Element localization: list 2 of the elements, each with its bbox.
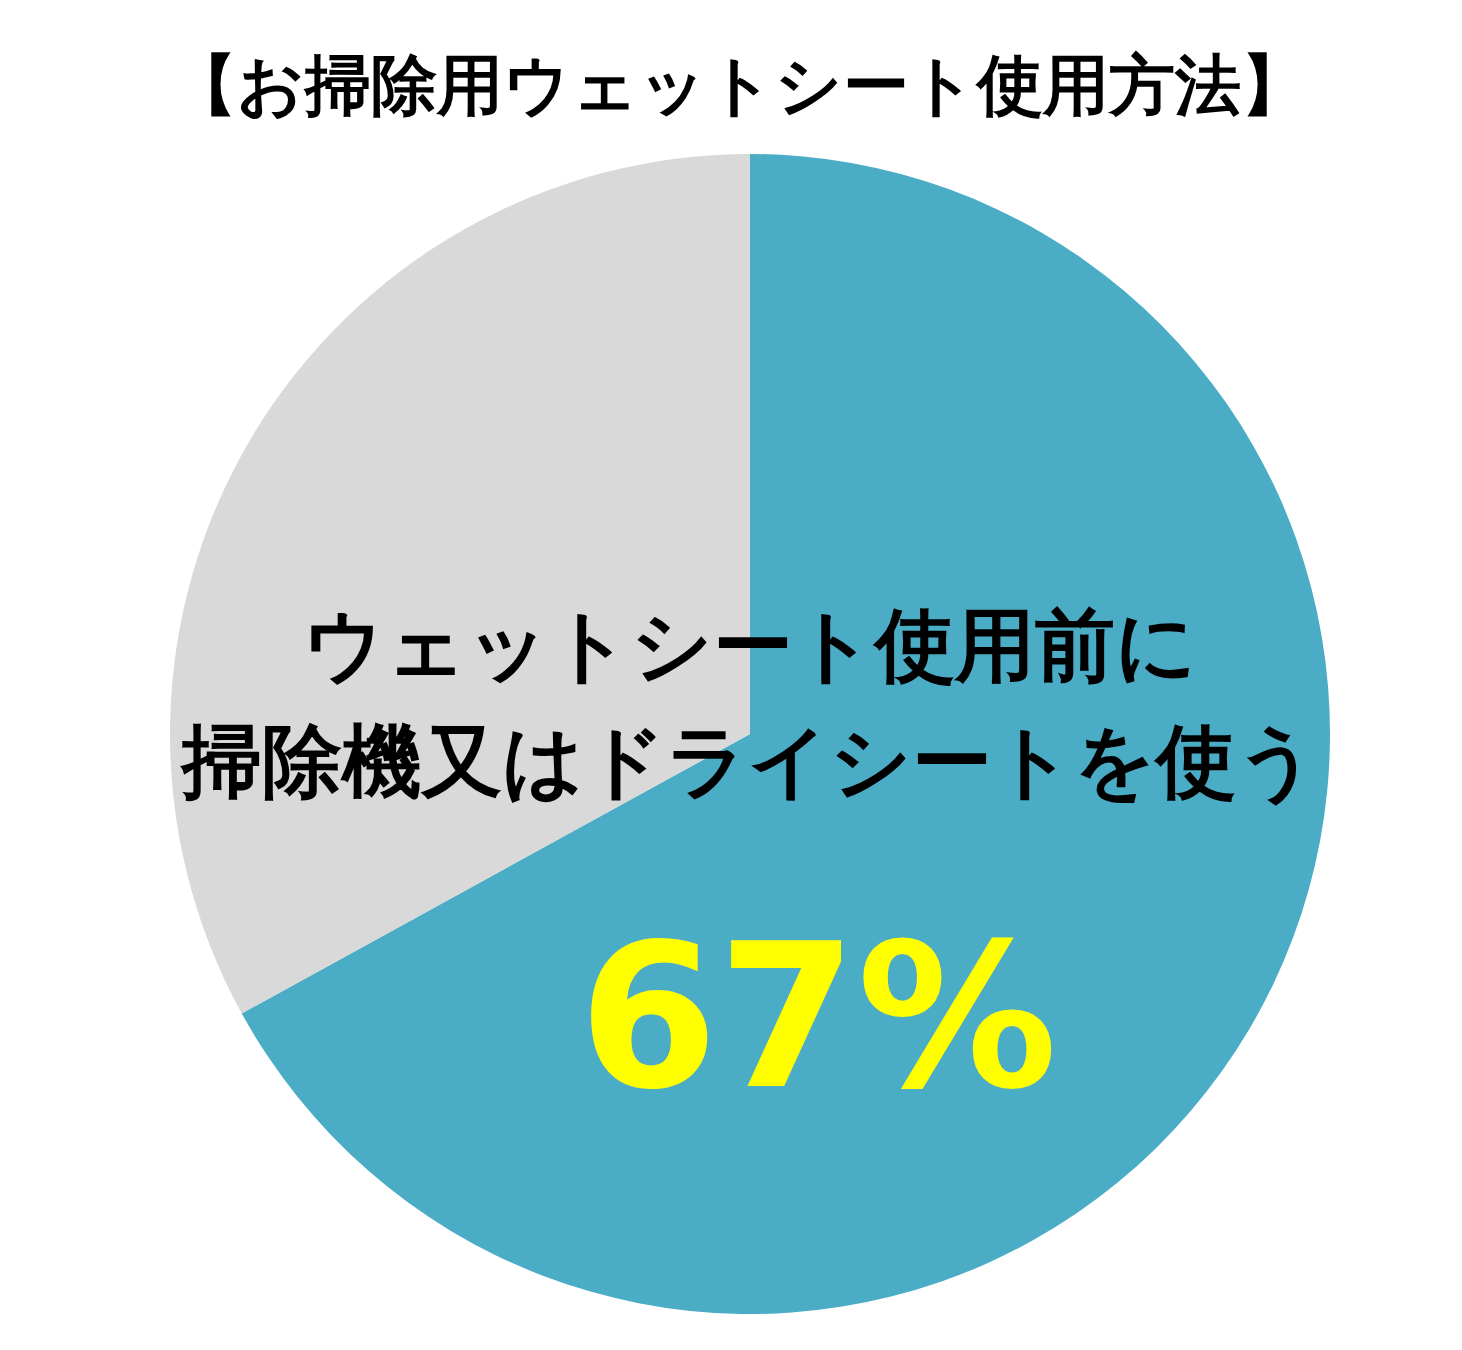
data-label: 67% xyxy=(578,900,1058,1133)
chart-title: 【お掃除用ウェットシート使用方法】 xyxy=(171,47,1307,124)
